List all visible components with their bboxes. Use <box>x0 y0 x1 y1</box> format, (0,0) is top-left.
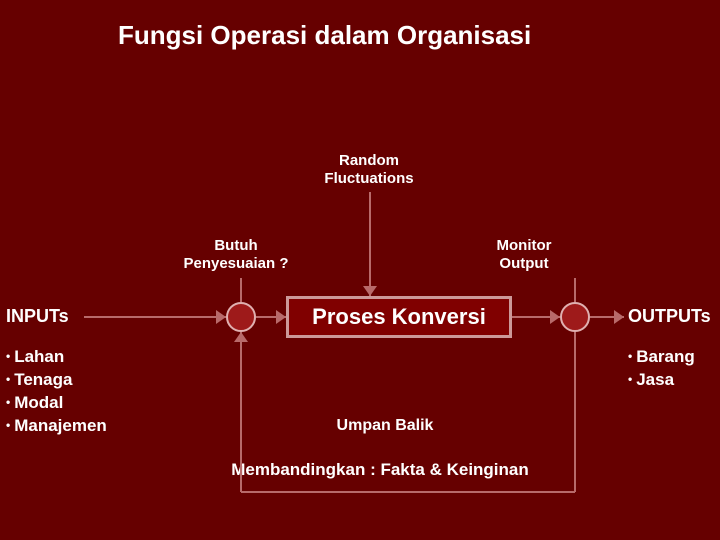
monitor-line2: Output <box>499 255 548 272</box>
random-line1: Random <box>339 152 399 169</box>
random-line2: Fluctuations <box>324 170 413 187</box>
process-label: Proses Konversi <box>312 304 486 330</box>
outputs-heading: OUTPUTs <box>628 306 711 327</box>
adjust-line2: Penyesuaian ? <box>183 255 288 272</box>
adjust-line1: Butuh <box>214 237 257 254</box>
random-fluctuations-label: Random Fluctuations <box>304 152 434 188</box>
slide-root: Fungsi Operasi dalam Organisasi Random F… <box>0 0 720 540</box>
feedback-label: Umpan Balik <box>320 416 450 435</box>
adjustment-label: Butuh Penyesuaian ? <box>166 237 306 273</box>
slide-title: Fungsi Operasi dalam Organisasi <box>118 20 531 51</box>
process-box: Proses Konversi <box>286 296 512 338</box>
outputs-list: •Barang•Jasa <box>628 346 695 392</box>
inputs-heading: INPUTs <box>6 306 69 327</box>
monitor-line1: Monitor <box>497 237 552 254</box>
inputs-list: •Lahan•Tenaga•Modal•Manajemen <box>6 346 107 438</box>
junction-left-circle <box>226 302 256 332</box>
junction-right-circle <box>560 302 590 332</box>
monitor-output-label: Monitor Output <box>474 237 574 273</box>
